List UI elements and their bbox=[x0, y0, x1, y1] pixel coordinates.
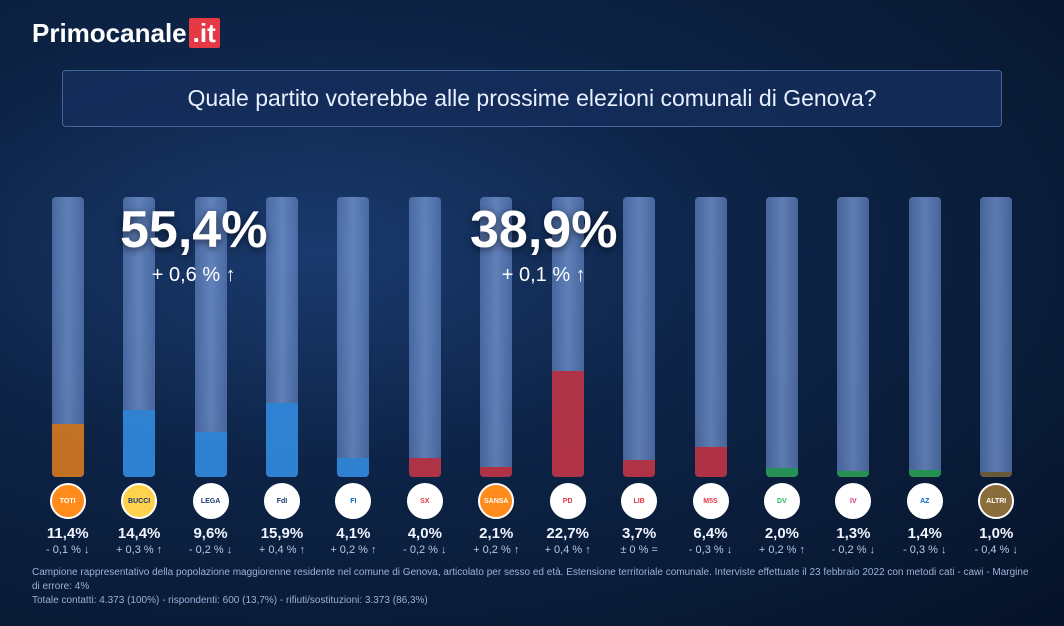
party-delta: - 0,2 % ↓ bbox=[403, 544, 446, 556]
party-pct: 3,7% bbox=[622, 525, 656, 542]
bar-track bbox=[766, 197, 798, 477]
party-delta: - 0,1 % ↓ bbox=[46, 544, 89, 556]
bar-col-pd: PD 22,7% + 0,4 % ↑ bbox=[532, 197, 603, 556]
bar-fill bbox=[337, 458, 369, 477]
logo-part2: .it bbox=[189, 18, 220, 48]
bar-fill bbox=[909, 470, 941, 477]
bar-track bbox=[337, 197, 369, 477]
bar-track bbox=[980, 197, 1012, 477]
bar-fill bbox=[480, 467, 512, 477]
logo-part1: Primocanale bbox=[32, 18, 187, 48]
party-delta: - 0,4 % ↓ bbox=[974, 544, 1017, 556]
bar-track bbox=[623, 197, 655, 477]
bar-track bbox=[695, 197, 727, 477]
bar-col-az: AZ 1,4% - 0,3 % ↓ bbox=[889, 197, 960, 556]
bar-fill bbox=[552, 371, 584, 477]
party-icon: FdI bbox=[264, 483, 300, 519]
bar-track bbox=[552, 197, 584, 477]
bar-fill bbox=[123, 410, 155, 477]
party-icon: LIB bbox=[621, 483, 657, 519]
party-icon: IV bbox=[835, 483, 871, 519]
logo: Primocanale.it bbox=[32, 18, 220, 49]
party-pct: 1,0% bbox=[979, 525, 1013, 542]
bar-fill bbox=[623, 460, 655, 477]
party-pct: 14,4% bbox=[118, 525, 161, 542]
bar-track bbox=[837, 197, 869, 477]
party-delta: - 0,2 % ↓ bbox=[189, 544, 232, 556]
bar-col-lega: LEGA 9,6% - 0,2 % ↓ bbox=[175, 197, 246, 556]
bar-col-toti: TOTI 11,4% - 0,1 % ↓ bbox=[32, 197, 103, 556]
bar-track bbox=[480, 197, 512, 477]
party-pct: 1,4% bbox=[908, 525, 942, 542]
party-icon: DV bbox=[764, 483, 800, 519]
poll-title: Quale partito voterebbe alle prossime el… bbox=[62, 70, 1002, 127]
party-icon: SANSA bbox=[478, 483, 514, 519]
bar-col-sx: SX 4,0% - 0,2 % ↓ bbox=[389, 197, 460, 556]
bar-fill bbox=[980, 472, 1012, 477]
party-delta: + 0,2 % ↑ bbox=[759, 544, 805, 556]
party-icon: TOTI bbox=[50, 483, 86, 519]
bar-track bbox=[266, 197, 298, 477]
bar-col-lib: LIB 3,7% ± 0 % = bbox=[603, 197, 674, 556]
party-pct: 6,4% bbox=[693, 525, 727, 542]
party-delta: + 0,2 % ↑ bbox=[473, 544, 519, 556]
bar-fill bbox=[766, 468, 798, 477]
party-icon: SX bbox=[407, 483, 443, 519]
bar-fill bbox=[695, 447, 727, 477]
party-pct: 15,9% bbox=[261, 525, 304, 542]
party-delta: - 0,3 % ↓ bbox=[689, 544, 732, 556]
party-pct: 4,0% bbox=[408, 525, 442, 542]
party-icon: BUCCI bbox=[121, 483, 157, 519]
bar-col-fdi: FdI 15,9% + 0,4 % ↑ bbox=[246, 197, 317, 556]
bar-col-altri: ALTRI 1,0% - 0,4 % ↓ bbox=[960, 197, 1031, 556]
poll-title-text: Quale partito voterebbe alle prossime el… bbox=[187, 85, 876, 111]
party-pct: 11,4% bbox=[47, 525, 89, 542]
poll-chart: TOTI 11,4% - 0,1 % ↓ BUCCI 14,4% + 0,3 % ↑ LEG… bbox=[32, 150, 1032, 556]
footer-notes: Campione rappresentativo della popolazio… bbox=[32, 566, 1032, 608]
party-icon: PD bbox=[550, 483, 586, 519]
party-pct: 22,7% bbox=[546, 525, 589, 542]
bar-fill bbox=[195, 432, 227, 477]
party-pct: 4,1% bbox=[336, 525, 370, 542]
party-delta: + 0,4 % ↑ bbox=[259, 544, 305, 556]
bar-track bbox=[909, 197, 941, 477]
party-delta: + 0,4 % ↑ bbox=[545, 544, 591, 556]
party-delta: - 0,2 % ↓ bbox=[832, 544, 875, 556]
bar-track bbox=[123, 197, 155, 477]
party-icon: FI bbox=[335, 483, 371, 519]
bar-track bbox=[409, 197, 441, 477]
bar-col-fi: FI 4,1% + 0,2 % ↑ bbox=[318, 197, 389, 556]
party-pct: 2,1% bbox=[479, 525, 513, 542]
bar-fill bbox=[837, 471, 869, 477]
bar-col-iv: IV 1,3% - 0,2 % ↓ bbox=[818, 197, 889, 556]
party-pct: 2,0% bbox=[765, 525, 799, 542]
party-icon: ALTRI bbox=[978, 483, 1014, 519]
bar-col-m5s: M5S 6,4% - 0,3 % ↓ bbox=[675, 197, 746, 556]
bar-track bbox=[52, 197, 84, 477]
party-delta: ± 0 % = bbox=[620, 544, 658, 556]
party-pct: 9,6% bbox=[193, 525, 227, 542]
party-icon: LEGA bbox=[193, 483, 229, 519]
bar-col-bucci: BUCCI 14,4% + 0,3 % ↑ bbox=[103, 197, 174, 556]
bar-col-sansa: SANSA 2,1% + 0,2 % ↑ bbox=[461, 197, 532, 556]
party-delta: - 0,3 % ↓ bbox=[903, 544, 946, 556]
party-delta: + 0,3 % ↑ bbox=[116, 544, 162, 556]
party-icon: M5S bbox=[693, 483, 729, 519]
bar-col-dv: DV 2,0% + 0,2 % ↑ bbox=[746, 197, 817, 556]
bar-track bbox=[195, 197, 227, 477]
bar-fill bbox=[409, 458, 441, 477]
party-icon: AZ bbox=[907, 483, 943, 519]
footer-line2: Totale contatti: 4.373 (100%) - risponde… bbox=[32, 594, 1032, 608]
footer-line1: Campione rappresentativo della popolazio… bbox=[32, 566, 1032, 594]
bar-fill bbox=[266, 403, 298, 477]
party-delta: + 0,2 % ↑ bbox=[330, 544, 376, 556]
bar-fill bbox=[52, 424, 84, 477]
party-pct: 1,3% bbox=[836, 525, 870, 542]
